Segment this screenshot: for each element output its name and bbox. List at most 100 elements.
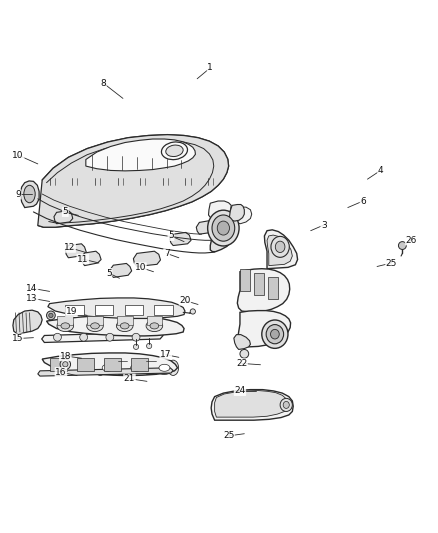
Text: 11: 11 [77, 255, 88, 264]
Ellipse shape [146, 320, 162, 332]
Ellipse shape [162, 142, 187, 160]
Polygon shape [131, 358, 148, 371]
Polygon shape [215, 391, 288, 417]
Text: 1: 1 [207, 63, 213, 72]
Ellipse shape [271, 329, 279, 339]
Ellipse shape [266, 325, 284, 344]
Text: 4: 4 [378, 166, 383, 175]
Polygon shape [254, 273, 265, 295]
Polygon shape [65, 244, 86, 258]
Polygon shape [65, 305, 84, 315]
Polygon shape [87, 316, 103, 325]
Ellipse shape [168, 360, 179, 375]
Polygon shape [54, 211, 73, 224]
Ellipse shape [217, 221, 230, 235]
Ellipse shape [24, 185, 35, 203]
Circle shape [49, 313, 53, 318]
Polygon shape [147, 316, 162, 325]
Polygon shape [77, 358, 94, 371]
Ellipse shape [57, 320, 74, 332]
Circle shape [147, 343, 152, 349]
Polygon shape [268, 277, 279, 299]
Text: 5: 5 [63, 207, 68, 216]
Circle shape [106, 333, 114, 341]
Circle shape [53, 333, 61, 341]
Polygon shape [20, 181, 39, 207]
Ellipse shape [159, 364, 170, 372]
Text: 6: 6 [360, 197, 366, 206]
Ellipse shape [166, 145, 183, 157]
Polygon shape [170, 232, 191, 246]
Ellipse shape [271, 236, 289, 257]
Text: 18: 18 [60, 351, 71, 360]
Polygon shape [49, 358, 67, 371]
Text: 7: 7 [164, 249, 170, 258]
Polygon shape [237, 269, 290, 312]
Text: 5: 5 [106, 269, 112, 278]
Ellipse shape [276, 241, 285, 253]
Polygon shape [235, 207, 252, 224]
Polygon shape [234, 335, 251, 350]
Ellipse shape [280, 398, 292, 411]
Polygon shape [81, 251, 101, 265]
Ellipse shape [120, 323, 129, 329]
Text: 5: 5 [168, 231, 174, 240]
Ellipse shape [95, 360, 106, 375]
Text: 3: 3 [321, 221, 327, 230]
Circle shape [60, 359, 71, 369]
Polygon shape [211, 390, 293, 420]
Polygon shape [208, 201, 231, 220]
Text: 21: 21 [124, 374, 135, 383]
Text: 24: 24 [234, 386, 246, 395]
Text: 14: 14 [26, 284, 38, 293]
Polygon shape [48, 298, 185, 318]
Ellipse shape [91, 323, 99, 329]
Polygon shape [38, 135, 229, 227]
Ellipse shape [283, 401, 289, 408]
Circle shape [190, 309, 195, 314]
Polygon shape [38, 135, 229, 227]
Circle shape [46, 311, 55, 320]
Ellipse shape [98, 361, 117, 374]
Text: 17: 17 [160, 350, 172, 359]
Text: 13: 13 [26, 294, 38, 303]
Ellipse shape [117, 320, 133, 332]
Polygon shape [240, 269, 251, 290]
Text: 25: 25 [386, 259, 397, 268]
Text: 10: 10 [12, 151, 24, 160]
Text: 9: 9 [15, 190, 21, 199]
Polygon shape [104, 358, 121, 371]
Ellipse shape [155, 361, 174, 374]
Ellipse shape [212, 215, 235, 241]
Text: 26: 26 [406, 236, 417, 245]
Ellipse shape [102, 364, 113, 372]
Polygon shape [38, 368, 173, 376]
Polygon shape [154, 305, 173, 315]
Polygon shape [42, 332, 163, 343]
Text: 25: 25 [223, 431, 234, 440]
Polygon shape [95, 305, 113, 315]
Polygon shape [230, 205, 244, 221]
Ellipse shape [262, 320, 288, 349]
Circle shape [240, 350, 249, 358]
Text: 22: 22 [236, 359, 247, 368]
Text: 12: 12 [64, 243, 75, 252]
Text: 15: 15 [11, 334, 23, 343]
Polygon shape [42, 353, 177, 376]
Ellipse shape [208, 210, 239, 246]
Polygon shape [46, 316, 184, 336]
Ellipse shape [87, 320, 103, 332]
Polygon shape [267, 235, 292, 265]
Ellipse shape [61, 323, 70, 329]
Polygon shape [265, 230, 297, 269]
Polygon shape [110, 263, 132, 277]
Text: 20: 20 [179, 296, 191, 305]
Polygon shape [238, 311, 290, 347]
Polygon shape [117, 316, 133, 325]
Polygon shape [13, 310, 42, 335]
Circle shape [399, 241, 406, 249]
Circle shape [134, 344, 139, 350]
Polygon shape [196, 221, 214, 234]
Circle shape [132, 333, 140, 341]
Text: 8: 8 [100, 79, 106, 87]
